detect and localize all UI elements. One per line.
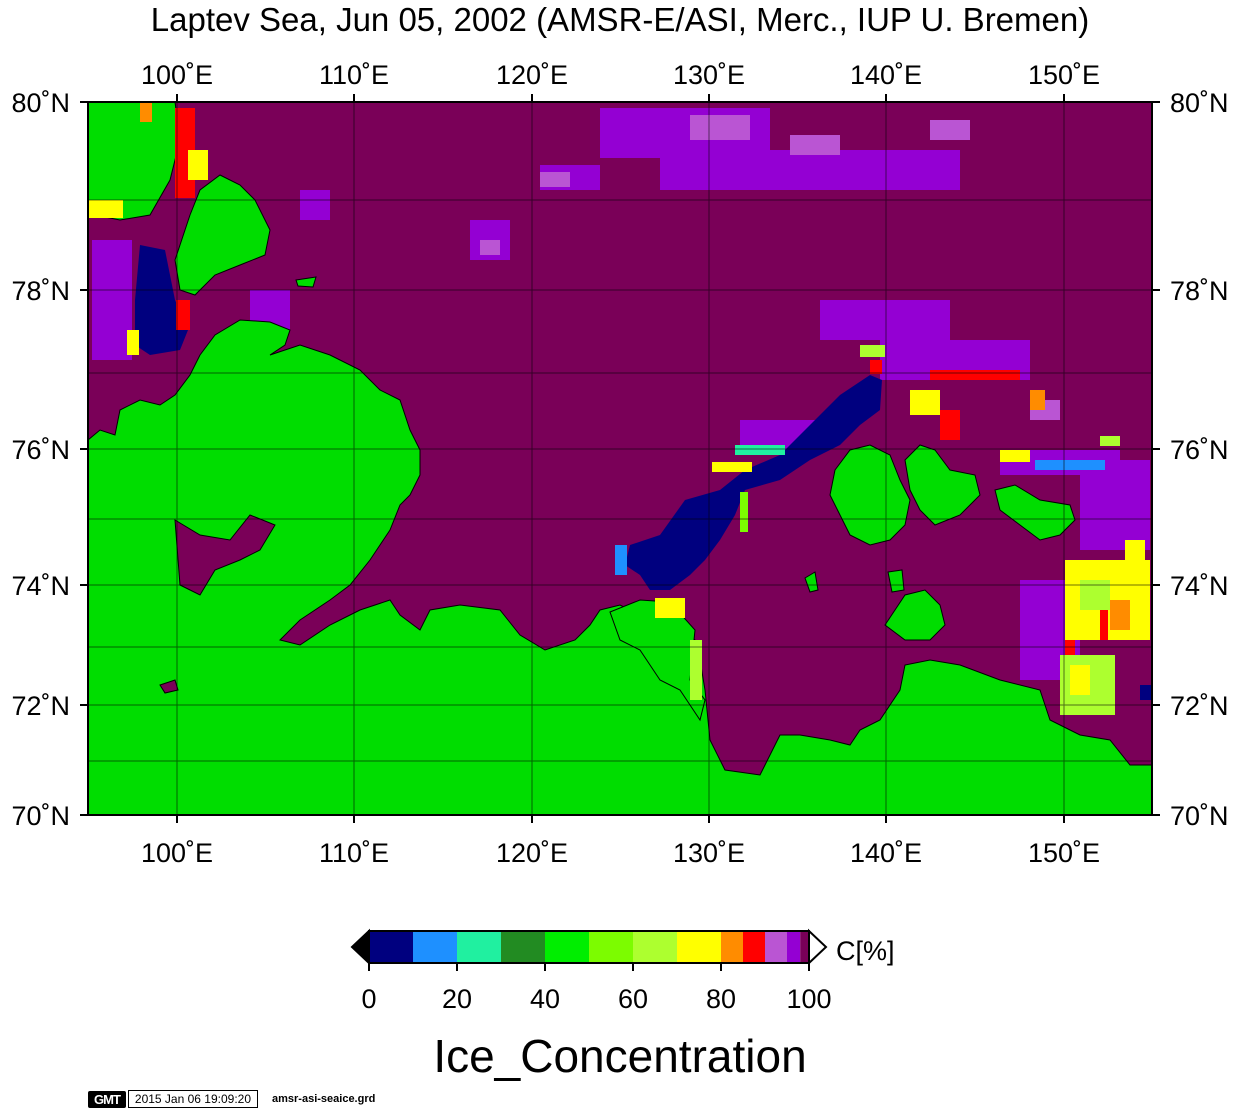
lat-label: 80˚N bbox=[1170, 88, 1229, 118]
colorbar-segment bbox=[369, 931, 413, 963]
lon-label: 140˚E bbox=[850, 60, 922, 90]
colorbar-segment bbox=[501, 931, 545, 963]
lat-label: 72˚N bbox=[1170, 691, 1229, 721]
colorbar-tick-label: 0 bbox=[361, 984, 376, 1014]
timestamp-box: 2015 Jan 06 19:09:20 bbox=[127, 1090, 258, 1108]
colorbar-segment bbox=[721, 931, 743, 963]
colorbar-unit-label: C[%] bbox=[836, 936, 895, 966]
polynya-edges bbox=[127, 300, 885, 700]
colorbar-segment bbox=[743, 931, 765, 963]
colorbar-segment bbox=[589, 931, 633, 963]
colorbar-tick-label: 40 bbox=[530, 984, 560, 1014]
lat-labels-left: 80˚N 78˚N 76˚N 74˚N 72˚N 70˚N bbox=[11, 88, 70, 831]
colorbar-tick-label: 100 bbox=[786, 984, 831, 1014]
lat-label: 70˚N bbox=[11, 801, 70, 831]
lat-label: 74˚N bbox=[11, 571, 70, 601]
colorbar-segment bbox=[677, 931, 721, 963]
lat-label: 78˚N bbox=[11, 276, 70, 306]
lon-label: 130˚E bbox=[673, 60, 745, 90]
lon-labels-bottom: 100˚E 110˚E 120˚E 130˚E 140˚E 150˚E bbox=[141, 838, 1100, 868]
colorbar-segments bbox=[369, 931, 809, 963]
colorbar-ticks: 0 20 40 60 80 100 bbox=[361, 963, 832, 1014]
lat-label: 74˚N bbox=[1170, 571, 1229, 601]
lon-label: 150˚E bbox=[1028, 838, 1100, 868]
lon-label: 100˚E bbox=[141, 60, 213, 90]
lat-label: 80˚N bbox=[11, 88, 70, 118]
colorbar-segment bbox=[800, 931, 809, 963]
new-siberia-island bbox=[994, 484, 1076, 541]
lon-label: 110˚E bbox=[319, 838, 389, 868]
lon-label: 150˚E bbox=[1028, 60, 1100, 90]
lon-label: 110˚E bbox=[319, 60, 389, 90]
map-frame bbox=[87, 101, 1153, 816]
lat-labels-right: 80˚N 78˚N 76˚N 74˚N 72˚N 70˚N bbox=[1170, 88, 1229, 831]
lon-labels-top: 100˚E 110˚E 120˚E 130˚E 140˚E 150˚E bbox=[141, 60, 1100, 90]
lon-label: 120˚E bbox=[496, 60, 568, 90]
map-title: Laptev Sea, Jun 05, 2002 (AMSR-E/ASI, Me… bbox=[150, 1, 1090, 38]
colorbar-segment bbox=[765, 931, 787, 963]
colorbar-segment bbox=[413, 931, 457, 963]
map-canvas bbox=[88, 102, 1152, 815]
colorbar-tick-label: 60 bbox=[618, 984, 648, 1014]
lon-label: 120˚E bbox=[496, 838, 568, 868]
colorbar: C[%] 0 20 40 60 80 100 bbox=[350, 928, 895, 1014]
tick-marks bbox=[80, 94, 1160, 823]
east-siberian-mixed-ice bbox=[910, 370, 1152, 715]
stolbovoy-island bbox=[804, 571, 819, 593]
colorbar-above-triangle bbox=[808, 928, 828, 966]
lat-label: 76˚N bbox=[11, 435, 70, 465]
lat-label: 78˚N bbox=[1170, 276, 1229, 306]
lon-label: 130˚E bbox=[673, 838, 745, 868]
colorbar-below-triangle bbox=[350, 928, 370, 966]
grid-filename: amsr-asi-seaice.grd bbox=[272, 1093, 376, 1105]
lake bbox=[159, 679, 179, 694]
low-ice-polynya bbox=[135, 245, 882, 590]
taymyr-bay bbox=[174, 514, 276, 596]
lon-label: 100˚E bbox=[141, 838, 213, 868]
colorbar-segment bbox=[633, 931, 677, 963]
variable-title: Ice_Concentration bbox=[433, 1030, 807, 1082]
gmt-footer: GMT 2015 Jan 06 19:09:20 amsr-asi-seaice… bbox=[88, 1089, 375, 1109]
severnaya-margin-ice bbox=[88, 102, 208, 218]
colorbar-segment bbox=[457, 931, 501, 963]
faddeyevsky-island bbox=[904, 444, 981, 526]
colorbar-tick-label: 20 bbox=[442, 984, 472, 1014]
lat-label: 70˚N bbox=[1170, 801, 1229, 831]
small-island bbox=[295, 276, 317, 288]
graticule bbox=[88, 102, 1152, 815]
colorbar-tick-label: 80 bbox=[706, 984, 736, 1014]
colorbar-segment bbox=[545, 931, 589, 963]
lat-label: 72˚N bbox=[11, 691, 70, 721]
lat-label: 76˚N bbox=[1170, 435, 1229, 465]
lon-label: 140˚E bbox=[850, 838, 922, 868]
colorbar-segment bbox=[787, 931, 801, 963]
gmt-logo: GMT bbox=[88, 1090, 126, 1108]
ice-92-patches bbox=[480, 115, 1060, 420]
bolshoy-lyakhovsky bbox=[884, 589, 946, 641]
kotelny-island bbox=[829, 444, 911, 546]
